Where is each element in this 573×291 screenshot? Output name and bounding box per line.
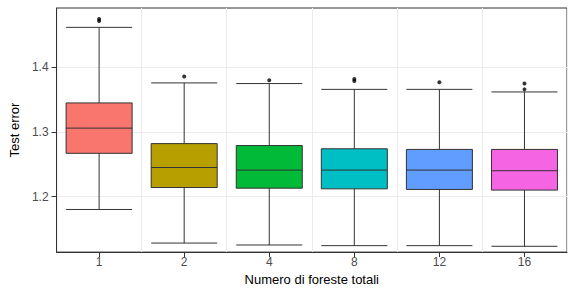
svg-text:1.2: 1.2: [32, 190, 49, 204]
svg-text:1: 1: [96, 255, 103, 269]
svg-text:2: 2: [181, 255, 188, 269]
svg-text:Test error: Test error: [7, 102, 22, 158]
svg-text:16: 16: [518, 255, 532, 269]
svg-text:4: 4: [266, 255, 273, 269]
svg-text:12: 12: [433, 255, 447, 269]
svg-text:Numero di foreste totali: Numero di foreste totali: [245, 272, 380, 287]
svg-text:1.3: 1.3: [32, 125, 49, 139]
svg-text:8: 8: [351, 255, 358, 269]
svg-text:1.4: 1.4: [32, 60, 49, 74]
